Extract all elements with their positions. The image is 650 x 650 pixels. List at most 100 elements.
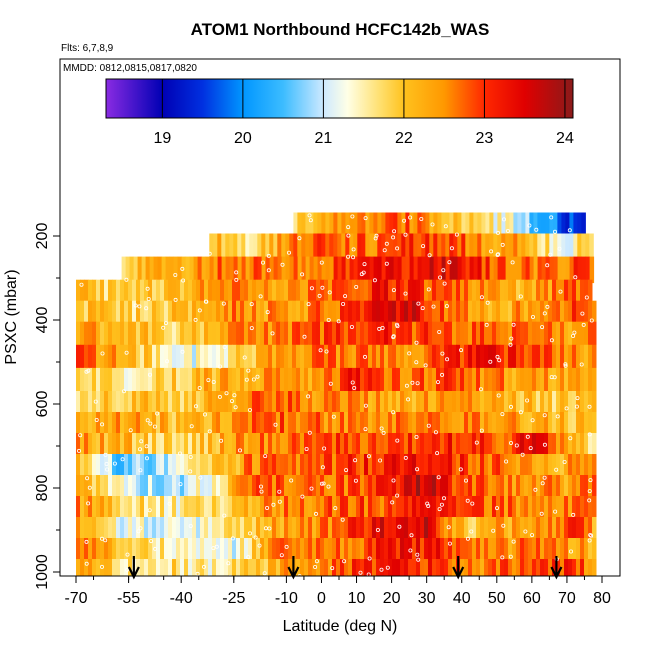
heatmap-cell bbox=[468, 279, 473, 307]
heatmap-cell bbox=[396, 391, 401, 418]
sample-marker bbox=[206, 378, 211, 383]
heatmap-cell bbox=[88, 517, 93, 544]
heatmap-cell bbox=[524, 433, 529, 460]
heatmap-cell bbox=[116, 412, 121, 439]
heatmap-cell bbox=[352, 279, 357, 307]
heatmap-cell bbox=[228, 433, 233, 460]
heatmap-cell bbox=[112, 538, 117, 565]
heatmap-cell bbox=[468, 300, 473, 328]
heatmap-cell bbox=[584, 391, 589, 418]
heatmap-cell bbox=[160, 517, 165, 544]
heatmap-cell bbox=[144, 475, 149, 502]
heatmap-cell bbox=[521, 212, 526, 239]
heatmap-cell bbox=[140, 367, 145, 395]
heatmap-cell bbox=[276, 475, 281, 502]
sample-marker bbox=[447, 541, 452, 546]
heatmap-cell bbox=[376, 454, 381, 481]
heatmap-cell bbox=[520, 475, 525, 502]
heatmap-cell bbox=[256, 279, 261, 307]
heatmap-cell bbox=[265, 256, 271, 284]
heatmap-cell bbox=[576, 496, 581, 523]
x-axis: -70 -55 -40 -25 -10 0 10 20 30 40 50 60 70 80 bbox=[64, 576, 611, 607]
heatmap-cell bbox=[508, 344, 513, 372]
heatmap-cell bbox=[532, 454, 537, 481]
sample-marker bbox=[317, 293, 322, 298]
heatmap-cell bbox=[208, 517, 213, 544]
sample-marker bbox=[555, 414, 560, 419]
heatmap-cell bbox=[256, 321, 261, 349]
heatmap-cell bbox=[333, 256, 339, 284]
heatmap-cell bbox=[140, 321, 145, 349]
sample-marker bbox=[349, 324, 354, 329]
heatmap-cell bbox=[396, 538, 401, 565]
sample-marker bbox=[165, 359, 170, 364]
heatmap-cell bbox=[557, 212, 562, 239]
heatmap-cell bbox=[508, 517, 513, 544]
heatmap-cell bbox=[348, 391, 353, 418]
heatmap-cell bbox=[92, 496, 97, 523]
heatmap-cell bbox=[428, 475, 433, 502]
heatmap-cell bbox=[536, 517, 541, 544]
heatmap-cell bbox=[92, 559, 97, 576]
heatmap-cell bbox=[212, 517, 217, 544]
heatmap-cell bbox=[420, 321, 425, 349]
heatmap-cell bbox=[372, 454, 377, 481]
heatmap-cell bbox=[308, 433, 313, 460]
sample-marker bbox=[86, 501, 91, 506]
heatmap-cell bbox=[297, 233, 302, 260]
sample-marker bbox=[571, 333, 576, 338]
sample-marker bbox=[353, 478, 358, 483]
heatmap-cell bbox=[304, 412, 309, 439]
sample-marker bbox=[421, 244, 426, 249]
heatmap-cell bbox=[488, 433, 493, 460]
heatmap-cell bbox=[160, 391, 165, 418]
heatmap-cell bbox=[424, 475, 429, 502]
heatmap-cell bbox=[560, 344, 565, 372]
heatmap-cell bbox=[468, 412, 473, 439]
heatmap-cell bbox=[284, 412, 289, 439]
heatmap-cell bbox=[344, 517, 349, 544]
heatmap-cell bbox=[256, 300, 261, 328]
heatmap-cell bbox=[304, 433, 309, 460]
sample-marker bbox=[324, 349, 329, 354]
heatmap-cell bbox=[156, 344, 161, 372]
heatmap-cell bbox=[389, 212, 394, 239]
heatmap-cell bbox=[212, 344, 217, 372]
heatmap-cell bbox=[512, 279, 517, 307]
heatmap-cell bbox=[208, 412, 213, 439]
heatmap-cell bbox=[264, 433, 269, 460]
heatmap-cell bbox=[592, 496, 597, 523]
heatmap-cell bbox=[296, 517, 301, 544]
heatmap-cell bbox=[136, 391, 141, 418]
heatmap-cell bbox=[320, 538, 325, 565]
heatmap-cell bbox=[296, 321, 301, 349]
heatmap-cell bbox=[256, 454, 261, 481]
heatmap-cell bbox=[565, 233, 570, 260]
heatmap-cell bbox=[472, 433, 477, 460]
heatmap-cell bbox=[572, 538, 577, 565]
heatmap-cell bbox=[228, 321, 233, 349]
heatmap-cell bbox=[548, 300, 553, 328]
heatmap-cell bbox=[256, 538, 261, 565]
heatmap-cell bbox=[416, 321, 421, 349]
heatmap-cell bbox=[304, 538, 309, 565]
heatmap-cell bbox=[256, 559, 261, 576]
heatmap-cell bbox=[556, 412, 561, 439]
heatmap-cell bbox=[425, 256, 431, 284]
sample-marker bbox=[362, 354, 367, 359]
heatmap-cell bbox=[324, 391, 329, 418]
heatmap-cell bbox=[376, 496, 381, 523]
heatmap-cell bbox=[353, 256, 359, 284]
heatmap-cell bbox=[404, 344, 409, 372]
flight-arrowhead-1 bbox=[287, 566, 300, 580]
heatmap-cell bbox=[532, 321, 537, 349]
heatmap-cell bbox=[76, 412, 81, 439]
heatmap-cell bbox=[556, 279, 561, 307]
heatmap-cell bbox=[464, 475, 469, 502]
heatmap-cell bbox=[500, 344, 505, 372]
heatmap-cell bbox=[252, 475, 257, 502]
heatmap-cell bbox=[268, 538, 273, 565]
heatmap-cell bbox=[140, 538, 145, 565]
heatmap-cell bbox=[484, 367, 489, 395]
